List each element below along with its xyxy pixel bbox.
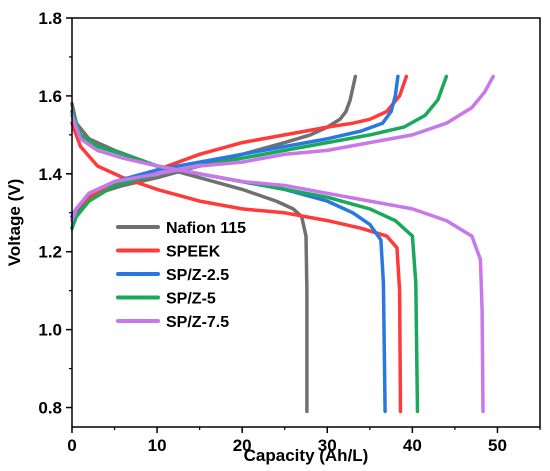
series-3-discharge-curve xyxy=(70,109,420,414)
y-tick-label: 1.4 xyxy=(38,165,62,184)
y-tick-label: 0.8 xyxy=(38,399,62,418)
legend: Nafion 115 SPEEK SP/Z-2.5 SP/Z-5 SP/Z-7.5 xyxy=(116,220,246,331)
y-tick-label: 1.6 xyxy=(38,87,62,106)
x-tick-label: 50 xyxy=(488,436,507,455)
y-tick-label: 1.8 xyxy=(38,9,62,28)
series-curves xyxy=(70,74,495,414)
x-tick-label: 0 xyxy=(67,436,76,455)
legend-label: SPEEK xyxy=(166,244,221,261)
legend-label: SP/Z-7.5 xyxy=(166,314,229,331)
x-axis-label: Capacity (Ah/L) xyxy=(244,446,369,465)
y-tick-label: 1.2 xyxy=(38,243,62,262)
x-tick-label: 20 xyxy=(233,436,252,455)
x-tick-label: 40 xyxy=(403,436,422,455)
series-1-charge-curve xyxy=(70,74,409,219)
legend-label: SP/Z-5 xyxy=(166,291,216,308)
series-4-discharge-curve xyxy=(70,113,485,414)
plot-area-frame xyxy=(71,17,541,428)
series-1-discharge-curve xyxy=(70,121,403,414)
y-tick-label: 1.0 xyxy=(38,321,62,340)
tick-labels: 0 10 20 30 40 50 0.8 1.0 1.2 1.4 1.6 1.8 xyxy=(38,9,507,455)
axis-ticks xyxy=(66,17,541,433)
legend-label: SP/Z-2.5 xyxy=(166,267,229,284)
series-4-charge-curve xyxy=(70,74,495,223)
legend-label: Nafion 115 xyxy=(166,220,246,237)
x-tick-label: 30 xyxy=(318,436,337,455)
x-tick-label: 10 xyxy=(148,436,167,455)
y-axis-label: Voltage (V) xyxy=(5,179,24,267)
series-3-charge-curve xyxy=(70,74,449,231)
